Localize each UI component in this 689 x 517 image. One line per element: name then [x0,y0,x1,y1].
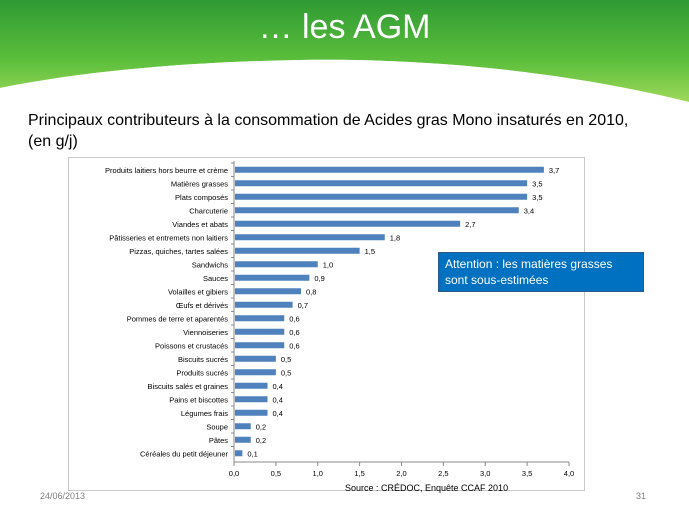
bar [235,207,519,214]
category-label: Biscuits sucrés [178,355,228,364]
category-label: Produits laitiers hors beurre et crème [105,166,228,175]
data-label: 3,5 [532,193,542,202]
category-label: Biscuits salés et graines [148,382,229,391]
bar [235,301,293,308]
category-label: Viandes et abats [172,220,228,229]
category-label: Légumes frais [181,409,228,418]
category-label: Sauces [203,274,228,283]
data-label: 0,4 [273,395,283,404]
x-tick-label: 1,0 [313,469,323,478]
category-label: Plats composés [175,193,228,202]
bar [235,369,276,376]
data-label: 0,6 [289,341,299,350]
category-label: Sandwichs [192,260,229,269]
data-label: 0,5 [281,355,291,364]
bar-chart: Produits laitiers hors beurre et crème 3,… [105,161,574,478]
header-band [0,0,689,106]
bar [235,328,285,335]
chart-subtitle: Principaux contributeurs à la consommati… [28,110,678,152]
bar [235,180,528,187]
x-tick-label: 3,0 [480,469,490,478]
data-label: 0,6 [289,314,299,323]
data-label: 3,4 [524,206,534,215]
x-tick-label: 3,5 [522,469,532,478]
data-label: 0,1 [247,449,257,458]
bar [235,247,360,254]
category-label: Produits sucrés [176,368,228,377]
bar [235,436,251,443]
bar [235,166,544,173]
source-caption: Source : CRÉDOC, Enquête CCAF 2010 [345,483,509,493]
bar [235,450,243,457]
data-label: 0,2 [256,422,266,431]
data-label: 0,9 [314,274,324,283]
x-tick-label: 2,0 [396,469,406,478]
bar [235,382,268,389]
subtitle-text: Principaux contributeurs à la consommati… [28,112,629,150]
category-label: Pâtisseries et entremets non laitiers [109,233,228,242]
category-label: Céréales du petit déjeuner [140,449,228,458]
data-label: 1,0 [323,260,333,269]
bar [235,342,285,349]
data-label: 3,5 [532,179,542,188]
bar [235,423,251,430]
data-label: 2,7 [465,220,475,229]
x-tick-label: 1,5 [354,469,364,478]
bar [235,288,301,295]
category-label: Poissons et crustacés [155,341,228,350]
bar [235,409,268,416]
data-label: 0,8 [306,287,316,296]
footer-date: 24/06/2013 [40,491,86,501]
category-label: Œufs et dérivés [176,301,228,310]
category-label: Pâtes [209,436,228,445]
data-label: 0,6 [289,328,299,337]
data-label: 0,2 [256,436,266,445]
bar [235,261,318,268]
x-tick-label: 4,0 [564,469,574,478]
bar [235,274,310,281]
bar [235,355,276,362]
bar [235,234,385,241]
data-label: 3,7 [549,166,559,175]
category-label: Soupe [206,422,228,431]
data-label: 1,8 [390,233,400,242]
page-number: 31 [636,491,647,501]
data-label: 0,4 [273,382,283,391]
x-tick-label: 0,5 [271,469,281,478]
bar [235,315,285,322]
warning-note: Attention : les matières grasses sont so… [438,252,644,292]
category-label: Pizzas, quiches, tartes salées [129,247,228,256]
category-label: Pains et biscottes [169,395,228,404]
category-label: Viennoiseries [183,328,228,337]
x-tick-label: 0,0 [229,469,239,478]
x-tick-label: 2,5 [438,469,448,478]
bar [235,193,528,200]
data-label: 0,4 [273,409,283,418]
category-label: Matières grasses [171,179,228,188]
slide-title: … les AGM [258,8,431,46]
data-label: 1,5 [365,247,375,256]
category-label: Charcuterie [189,206,228,215]
bar [235,220,461,227]
data-label: 0,7 [298,301,308,310]
category-label: Pommes de terre et aparentés [127,314,229,323]
category-label: Volailles et gibiers [168,287,228,296]
data-label: 0,5 [281,368,291,377]
bar [235,396,268,403]
